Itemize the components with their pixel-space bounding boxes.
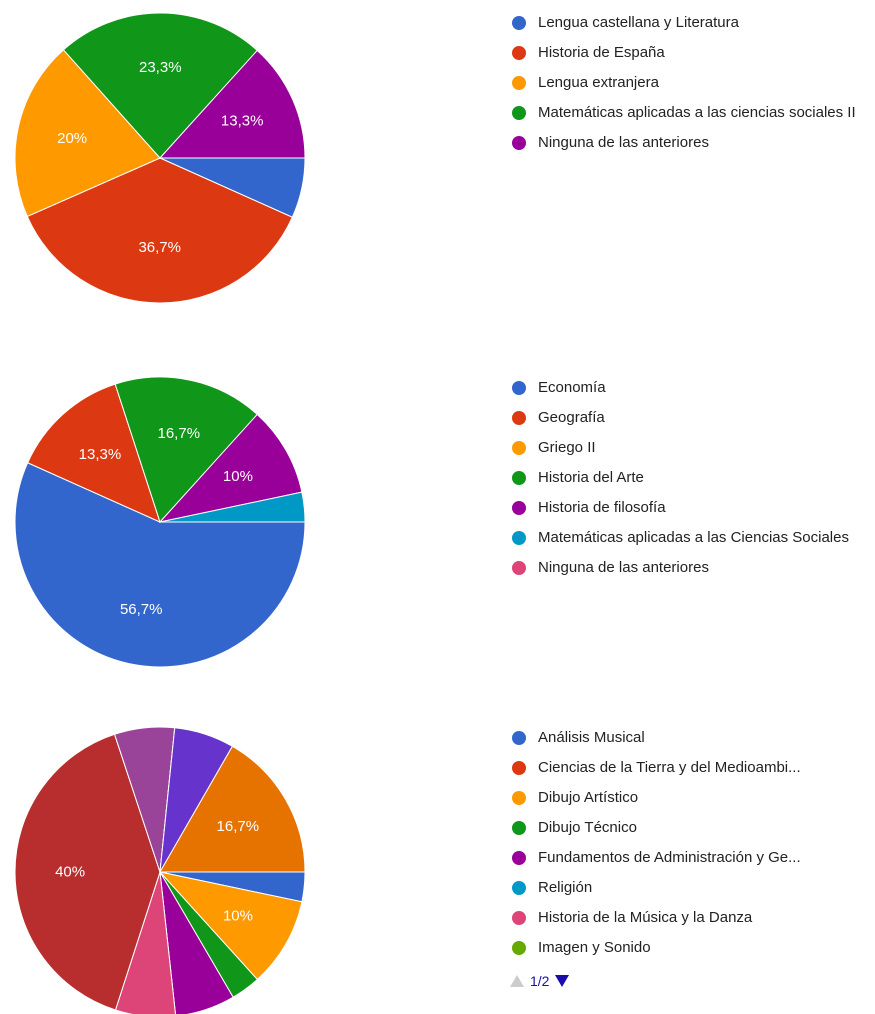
- legend-label: Historia de la Música y la Danza: [538, 909, 753, 926]
- legend-label: Fundamentos de Administración y Ge...: [538, 849, 801, 866]
- legend-swatch: [512, 471, 526, 485]
- legend-label: Ninguna de las anteriores: [538, 559, 709, 576]
- legend-swatch: [512, 381, 526, 395]
- pie-chart: 36,7% 20% 23,3% 13,3%: [14, 12, 306, 304]
- pie-chart: 56,7% 13,3% 16,7% 10%: [14, 376, 306, 668]
- pie-slice: [158, 413, 303, 523]
- legend-swatch: [512, 761, 526, 775]
- legend-item: Análisis Musical: [510, 727, 860, 749]
- legend-swatch: [512, 136, 526, 150]
- legend-item: Ciencias de la Tierra y del Medioambi...: [510, 757, 860, 779]
- slice-label: 10%: [223, 468, 253, 485]
- legend-swatch: [512, 531, 526, 545]
- legend-swatch: [512, 881, 526, 895]
- legend-item: Economía: [510, 377, 860, 399]
- slice-label: 36,7%: [138, 239, 181, 256]
- slice-label: 40%: [55, 863, 85, 880]
- legend-swatch: [512, 941, 526, 955]
- legend-label: Dibujo Técnico: [538, 819, 637, 836]
- legend-label: Ninguna de las anteriores: [538, 134, 709, 151]
- legend-item: Historia del Arte: [510, 467, 860, 489]
- legend-item: Griego II: [510, 437, 860, 459]
- legend-swatch: [512, 851, 526, 865]
- pie-slice: [14, 49, 161, 218]
- pie-slice: [26, 383, 161, 523]
- slice-label: 10%: [223, 908, 253, 925]
- legend-pager: 1/2: [510, 973, 860, 989]
- slice-label: 13,3%: [79, 446, 122, 463]
- legend-swatch: [512, 911, 526, 925]
- legend: Lengua castellana y Literatura Historia d…: [510, 12, 860, 162]
- legend-label: Economía: [538, 379, 606, 396]
- pie-chart: 10% 40% 16,7%: [14, 726, 306, 1014]
- pie-slice: [62, 12, 258, 159]
- legend-item: Fundamentos de Administración y Ge...: [510, 847, 860, 869]
- legend-item: Lengua extranjera: [510, 72, 860, 94]
- legend-swatch: [512, 501, 526, 515]
- legend-swatch: [512, 76, 526, 90]
- legend-item: Ninguna de las anteriores: [510, 557, 860, 579]
- legend-swatch: [512, 16, 526, 30]
- legend-swatch: [512, 46, 526, 60]
- legend-label: Historia de España: [538, 44, 665, 61]
- legend-label: Imagen y Sonido: [538, 939, 651, 956]
- legend-item: Matemáticas aplicadas a las ciencias soc…: [510, 102, 860, 124]
- legend: Análisis Musical Ciencias de la Tierra y …: [510, 727, 860, 989]
- legend-swatch: [512, 731, 526, 745]
- pager-text: 1/2: [530, 973, 550, 989]
- legend-swatch: [512, 791, 526, 805]
- legend-label: Dibujo Artístico: [538, 789, 639, 806]
- pie-slice: [26, 157, 294, 304]
- pie-slice: [159, 871, 234, 1014]
- pager-next[interactable]: [555, 975, 570, 987]
- legend-swatch: [512, 821, 526, 835]
- legend-swatch: [512, 106, 526, 120]
- legend-item: Imagen y Sonido: [510, 937, 860, 959]
- legend-label: Análisis Musical: [538, 729, 645, 746]
- legend-label: Matemáticas aplicadas a las Ciencias Soc…: [538, 529, 849, 546]
- pie-slice: [114, 376, 258, 523]
- slice-label: 16,7%: [158, 425, 201, 442]
- pie-slice: [14, 462, 306, 668]
- legend-swatch: [512, 561, 526, 575]
- pie-slice: [158, 871, 303, 981]
- pie-slice: [159, 745, 306, 873]
- slice-label: 56,7%: [120, 601, 163, 618]
- legend-item: Dibujo Técnico: [510, 817, 860, 839]
- slice-label: 13,3%: [221, 112, 264, 129]
- legend-label: Lengua extranjera: [538, 74, 659, 91]
- legend-item: Lengua castellana y Literatura: [510, 12, 860, 34]
- legend-label: Ciencias de la Tierra y del Medioambi...: [538, 759, 801, 776]
- legend-item: Historia de la Música y la Danza: [510, 907, 860, 929]
- slice-label: 23,3%: [139, 59, 182, 76]
- legend-label: Matemáticas aplicadas a las ciencias soc…: [538, 104, 856, 121]
- legend: Economía Geografía Griego II Historia del A…: [510, 377, 860, 587]
- legend-item: Matemáticas aplicadas a las Ciencias Soc…: [510, 527, 860, 549]
- legend-swatch: [512, 441, 526, 455]
- legend-label: Lengua castellana y Literatura: [538, 14, 739, 31]
- legend-item: Historia de España: [510, 42, 860, 64]
- pie-slice: [14, 733, 161, 1011]
- legend-label: Historia del Arte: [538, 469, 644, 486]
- legend-item: Historia de filosofía: [510, 497, 860, 519]
- slice-label: 16,7%: [217, 818, 260, 835]
- legend-item: Religión: [510, 877, 860, 899]
- pager-prev[interactable]: [510, 975, 524, 987]
- legend-item: Dibujo Artístico: [510, 787, 860, 809]
- legend-label: Griego II: [538, 439, 596, 456]
- pie-slice: [158, 49, 306, 159]
- legend-label: Geografía: [538, 409, 605, 426]
- legend-swatch: [512, 411, 526, 425]
- legend-item: Ninguna de las anteriores: [510, 132, 860, 154]
- slice-label: 20%: [57, 130, 87, 147]
- legend-label: Religión: [538, 879, 593, 896]
- legend-item: Geografía: [510, 407, 860, 429]
- legend-label: Historia de filosofía: [538, 499, 666, 516]
